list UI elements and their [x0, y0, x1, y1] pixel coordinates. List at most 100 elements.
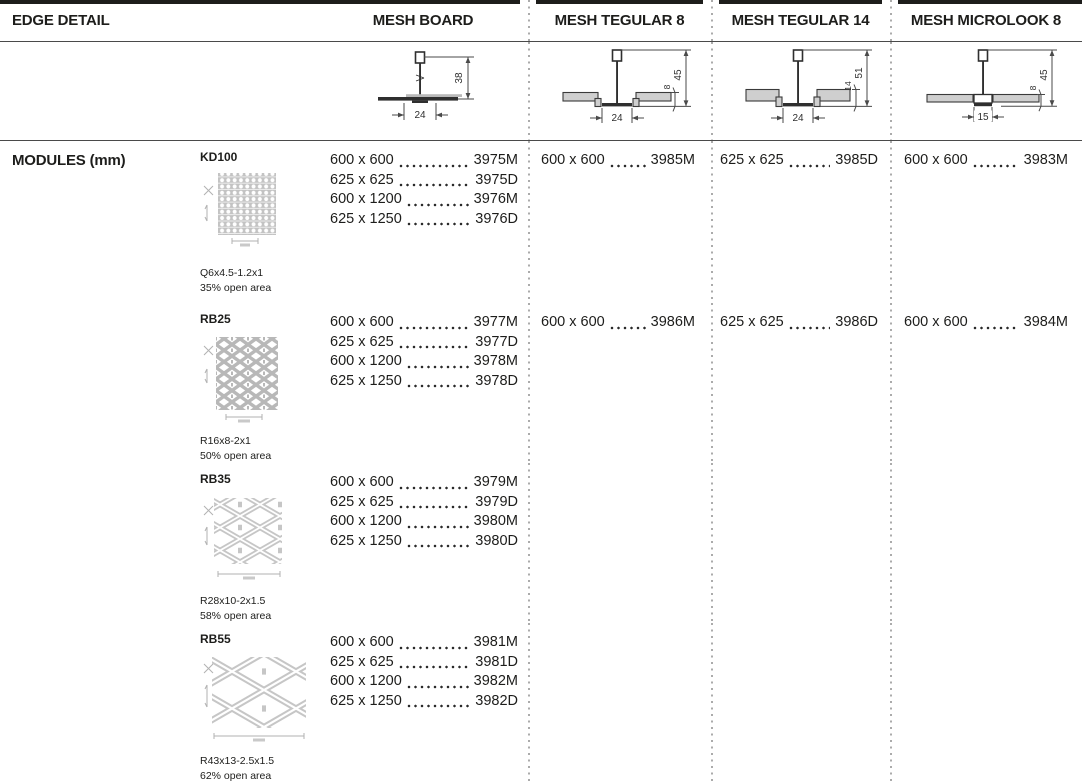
module-row: 625 x 1250 3978D	[330, 372, 518, 392]
edge-detail-drawing-mesh-board: 24 38	[378, 51, 474, 121]
mesh-open-area: 58% open area	[200, 610, 272, 622]
module-code: 3980D	[475, 532, 518, 549]
mesh-card-rb35: RB35 R28x10-2x1.5 58% open area	[190, 463, 318, 623]
dim-label-backing	[606, 111, 627, 123]
leader-dots	[398, 183, 471, 187]
module-size: 600 x 600	[541, 314, 605, 330]
mesh-spec: R43x13-2.5x1.5	[200, 755, 275, 767]
header-top-bar	[0, 0, 190, 4]
dim-reveal-label: 14	[843, 81, 853, 91]
panel-shapes	[926, 93, 1040, 103]
header-top-bar	[898, 0, 1082, 4]
dimension-lines	[770, 49, 872, 123]
leader-dots	[398, 665, 471, 669]
module-row: 600 x 600 3983M	[904, 151, 1068, 171]
column-header-edge-detail: EDGE DETAIL	[0, 0, 190, 42]
edge-detail-drawing-tegular8: 24 8 45	[561, 49, 691, 124]
leader-dots	[406, 544, 471, 548]
dim-label-backing	[787, 111, 808, 123]
flange-shape	[601, 103, 632, 107]
module-size: 600 x 600	[330, 314, 394, 330]
module-code: 3986M	[650, 314, 695, 330]
leader-dots	[406, 384, 471, 388]
module-code: 3982D	[475, 692, 518, 709]
module-code: 3985D	[835, 152, 878, 168]
module-code: 3975M	[473, 152, 518, 168]
column-header-label: MESH TEGULAR 8	[554, 12, 685, 29]
module-size: 625 x 1250	[330, 532, 402, 549]
mesh-open-area: 62% open area	[200, 770, 272, 781]
dim-height-label: 51	[854, 67, 865, 79]
mesh-open-area: 35% open area	[200, 282, 272, 294]
profile-shape	[977, 49, 989, 103]
dim-width-label: 24	[611, 113, 623, 124]
column-header-label: MESH TEGULAR 14	[731, 12, 870, 29]
edge-diagram-mesh-microlook8: 15 8 45	[890, 42, 1082, 141]
modules-mesh-board-rb55: 600 x 600 3981M 625 x 625 3981D 600 x 1200…	[318, 623, 528, 781]
dim-width-label: 24	[792, 113, 804, 124]
leader-dots	[398, 163, 469, 168]
module-size: 625 x 625	[330, 653, 394, 670]
modules-mesh-microlook8-rb55-empty	[890, 623, 1082, 781]
edge-detail-drawing-tegular14: 24 14 51	[744, 49, 872, 124]
dimension-marks	[203, 185, 259, 247]
module-size: 625 x 625	[330, 333, 394, 350]
mesh-pattern-image-rb25	[203, 337, 278, 423]
column-header-label: MESH BOARD	[372, 12, 474, 29]
module-row: 600 x 600 3984M	[904, 313, 1068, 333]
header-top-bar	[190, 0, 318, 4]
leader-dots	[398, 505, 471, 509]
edge-diagram-mesh-board: 24 38	[318, 42, 528, 141]
leader-dots	[398, 345, 471, 349]
column-header-mesh-board: MESH BOARD	[318, 0, 528, 42]
leader-dots	[609, 325, 646, 330]
module-code: 3981M	[473, 634, 518, 650]
leader-dots	[788, 325, 831, 330]
leader-dots	[406, 524, 469, 529]
module-row: 625 x 625 3979D	[330, 493, 518, 513]
modules-mesh-microlook8-kd100: 600 x 600 3983M	[890, 141, 1082, 303]
perforated-mesh-swatch	[218, 173, 276, 235]
module-row: 600 x 600 3985M	[541, 151, 695, 171]
column-header-mesh-microlook8: MESH MICROLOOK 8	[890, 0, 1082, 42]
edge-diagram-mesh-tegular8: 24 8 45	[528, 42, 711, 141]
module-code: 3986D	[835, 314, 878, 330]
modules-mesh-tegular8-kd100: 600 x 600 3985M	[528, 141, 711, 303]
dim-height-label: 38	[454, 72, 465, 84]
leader-dots	[406, 704, 471, 708]
leader-dots	[406, 684, 469, 689]
module-row: 625 x 625 3975D	[330, 171, 518, 191]
module-size: 600 x 600	[330, 634, 394, 650]
modules-mesh-tegular14-rb55-empty	[711, 623, 890, 781]
modules-mesh-microlook8-rb35-empty	[890, 463, 1082, 623]
module-code: 3977D	[475, 333, 518, 350]
module-size: 625 x 625	[330, 171, 394, 188]
mesh-card-rb55: RB55 R43x13-2.5x1.5 62% open area	[190, 623, 318, 781]
expanded-mesh-swatch	[216, 337, 278, 410]
module-code: 3978D	[475, 372, 518, 389]
modules-mesh-tegular8-rb35-empty	[528, 463, 711, 623]
modules-mesh-microlook8-rb25: 600 x 600 3984M	[890, 303, 1082, 463]
edge-diagram-mesh-tegular14: 24 14 51	[711, 42, 890, 141]
mesh-name: KD100	[200, 150, 238, 164]
mesh-open-area: 50% open area	[200, 450, 272, 462]
module-row: 625 x 625 3977D	[330, 333, 518, 353]
mesh-name: RB35	[200, 472, 231, 486]
mesh-pattern-image-rb55	[203, 657, 306, 742]
module-row: 625 x 1250 3982D	[330, 692, 518, 712]
module-size: 600 x 600	[330, 474, 394, 490]
modules-mesh-tegular14-kd100: 625 x 625 3985D	[711, 141, 890, 303]
module-size: 600 x 600	[541, 152, 605, 168]
module-size: 625 x 625	[330, 493, 394, 510]
module-row: 625 x 625 3986D	[720, 313, 878, 333]
channel-shape	[973, 93, 993, 104]
module-code: 3981D	[475, 653, 518, 670]
header-top-bar	[536, 0, 703, 4]
modules-row-spacer	[0, 303, 190, 463]
modules-mesh-board-rb35: 600 x 600 3979M 625 x 625 3979D 600 x 1200…	[318, 463, 528, 623]
flange-shape	[974, 103, 992, 107]
dimension-marks	[203, 663, 305, 742]
modules-row-spacer	[0, 463, 190, 623]
module-row: 600 x 1200 3980M	[330, 512, 518, 532]
module-row: 600 x 600 3979M	[330, 473, 518, 493]
